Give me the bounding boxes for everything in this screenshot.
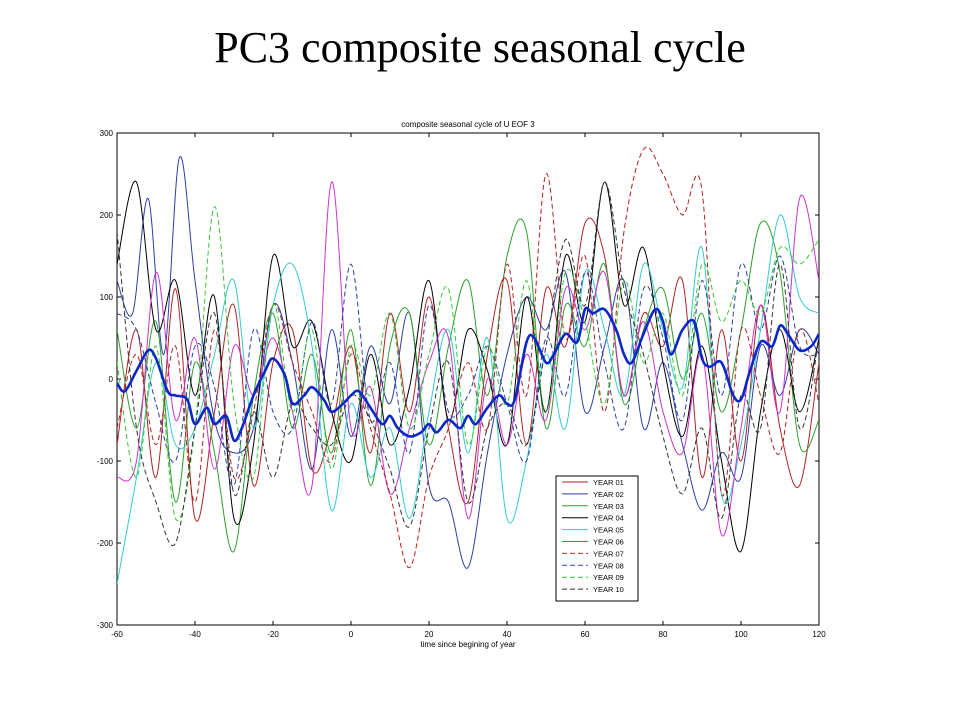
x-tick-label: -40 (189, 630, 201, 639)
legend-entry: YEAR 04 (593, 514, 624, 523)
legend-entry: YEAR 03 (593, 502, 624, 511)
y-tick-label: 0 (109, 375, 114, 384)
series-line-mean (117, 306, 819, 443)
chart-title: composite seasonal cycle of U EOF 3 (401, 120, 535, 129)
y-tick-label: 200 (100, 211, 114, 220)
legend-entry: YEAR 06 (593, 538, 624, 547)
slide-title: PC3 composite seasonal cycle (214, 23, 746, 72)
legend-entry: YEAR 02 (593, 490, 624, 499)
legend-entry: YEAR 01 (593, 478, 624, 487)
series-line-9 (117, 206, 819, 522)
series-line-6 (117, 181, 819, 537)
x-axis-label: time since begining of year (420, 640, 516, 649)
series-line-8 (117, 255, 819, 487)
legend-entry: YEAR 10 (593, 585, 624, 594)
series-line-1 (117, 217, 819, 522)
y-tick-label: -200 (97, 539, 114, 548)
x-tick-label: 60 (581, 630, 590, 639)
y-tick-label: 100 (100, 293, 114, 302)
y-tick-label: -100 (97, 457, 114, 466)
legend-entry: YEAR 07 (593, 549, 624, 558)
axis-ticks: -60 -40 -20 0 20 40 60 80 100 120-300-200-1000100… (97, 129, 826, 639)
x-tick-label: -20 (267, 630, 279, 639)
legend-box (555, 475, 639, 602)
legend: YEAR 01 YEAR 02 YEAR 03 YEAR 04 YEAR 05 YEAR … (555, 475, 639, 602)
x-tick-label: 40 (503, 630, 512, 639)
x-tick-label: 20 (425, 630, 434, 639)
y-tick-label: -300 (97, 621, 114, 630)
series-line-3 (117, 218, 819, 553)
x-tick-label: -60 (111, 630, 123, 639)
series-layer (117, 146, 819, 585)
x-tick-label: 0 (349, 630, 354, 639)
series-line-2 (117, 156, 819, 569)
x-tick-label: 120 (812, 630, 826, 639)
y-tick-label: 300 (100, 129, 114, 138)
series-line-4 (117, 180, 819, 553)
x-tick-label: 100 (734, 630, 748, 639)
legend-entry: YEAR 05 (593, 526, 624, 535)
legend-entry: YEAR 09 (593, 573, 624, 582)
x-tick-label: 80 (659, 630, 668, 639)
legend-entry: YEAR 08 (593, 561, 624, 570)
series-line-5 (117, 214, 819, 585)
